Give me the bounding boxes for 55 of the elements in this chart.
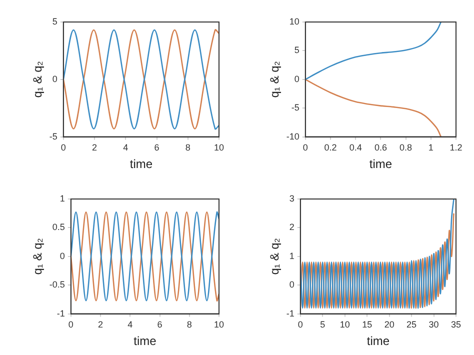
y-tick-label: 0.5 bbox=[52, 222, 65, 232]
x-tick-label: 0.2 bbox=[324, 142, 337, 153]
x-tick-label: 35 bbox=[450, 320, 462, 330]
y-tick-label: -5 bbox=[49, 131, 58, 142]
x-tick-label: 0.8 bbox=[400, 142, 412, 153]
x-tick-label: 2 bbox=[92, 142, 98, 153]
x-tick-label: 10 bbox=[340, 320, 350, 330]
x-axis-title: time bbox=[366, 334, 390, 348]
y-tick-label: 5 bbox=[52, 16, 58, 26]
y-axis-title: q₁ & q₂ bbox=[30, 60, 45, 98]
line-series bbox=[70, 212, 219, 302]
x-axis-title: time bbox=[369, 157, 392, 172]
y-tick-label: 10 bbox=[289, 16, 300, 26]
y-axis-title: q₁ & q₂ bbox=[268, 60, 282, 98]
x-tick-label: 4 bbox=[123, 142, 128, 153]
y-tick-label: -1 bbox=[286, 308, 294, 318]
x-tick-label: 8 bbox=[186, 320, 192, 330]
x-tick-label: 4 bbox=[128, 320, 133, 330]
y-tick-label: 0 bbox=[60, 250, 65, 261]
y-tick-label: 0 bbox=[52, 74, 58, 84]
line-series bbox=[305, 78, 442, 137]
x-tick-label: 20 bbox=[384, 320, 394, 330]
y-axis-title: q₁ & q₂ bbox=[268, 238, 282, 275]
x-tick-label: 6 bbox=[157, 320, 162, 330]
x-axis-title: time bbox=[130, 157, 153, 172]
y-tick-label: 1 bbox=[60, 193, 65, 204]
x-tick-label: 25 bbox=[406, 320, 417, 330]
x-tick-label: 10 bbox=[214, 142, 224, 153]
x-tick-label: 8 bbox=[185, 142, 190, 153]
y-tick-label: 0 bbox=[294, 74, 300, 84]
y-tick-label: 5 bbox=[294, 45, 300, 56]
x-tick-label: 0.4 bbox=[349, 142, 362, 153]
x-tick-label: 0.6 bbox=[374, 142, 387, 153]
y-tick-label: -5 bbox=[291, 102, 300, 113]
y-tick-label: -1 bbox=[56, 308, 65, 318]
x-axis-title: time bbox=[134, 334, 157, 348]
x-tick-label: 15 bbox=[362, 320, 372, 330]
x-tick-label: 1 bbox=[428, 142, 434, 153]
x-tick-label: 1.2 bbox=[450, 142, 462, 153]
y-tick-label: 1 bbox=[289, 250, 294, 261]
y-axis-title: q₁ & q₂ bbox=[30, 238, 45, 275]
y-tick-label: 0 bbox=[289, 280, 294, 290]
x-tick-label: 2 bbox=[98, 320, 104, 330]
x-tick-label: 5 bbox=[320, 320, 326, 330]
line-series bbox=[63, 29, 219, 130]
y-tick-label: 2 bbox=[289, 222, 294, 232]
line-series bbox=[305, 22, 442, 80]
y-tick-label: 3 bbox=[289, 193, 294, 204]
y-tick-label: -10 bbox=[286, 131, 300, 142]
x-tick-label: 0 bbox=[68, 320, 74, 330]
x-tick-label: 0 bbox=[302, 142, 308, 153]
x-tick-label: 30 bbox=[428, 320, 439, 330]
y-tick-label: -0.5 bbox=[49, 280, 65, 290]
x-tick-label: 10 bbox=[214, 320, 224, 330]
x-tick-label: 6 bbox=[154, 142, 160, 153]
